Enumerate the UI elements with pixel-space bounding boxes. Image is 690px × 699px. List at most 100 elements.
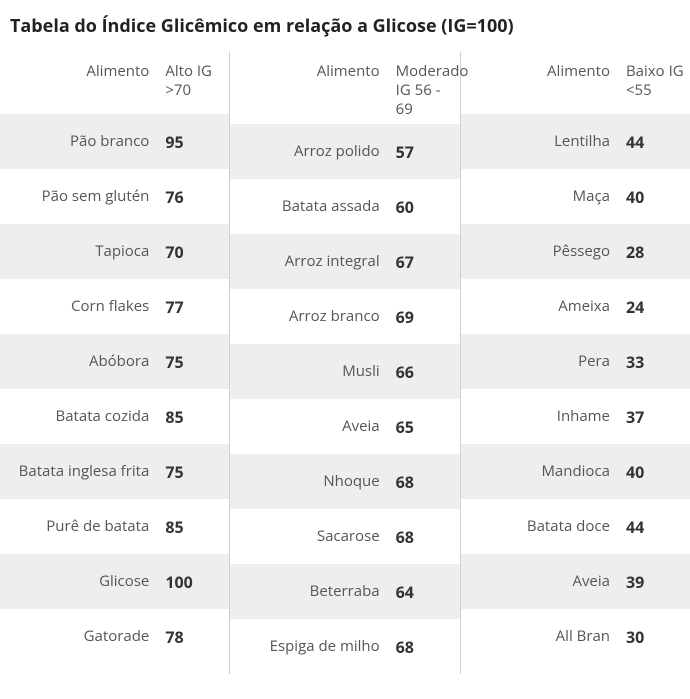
- gi-value: 24: [620, 296, 690, 318]
- column-group-1: AlimentoModerado IG 56 - 69Arroz polido5…: [230, 52, 460, 674]
- table-row: Batata cozida85: [0, 389, 229, 444]
- gi-value: 39: [620, 571, 690, 593]
- table-row: Glicose100: [0, 554, 229, 609]
- gi-value: 76: [159, 186, 229, 208]
- food-name: Nhoque: [230, 472, 389, 491]
- food-name: Batata doce: [461, 517, 620, 536]
- column-header: AlimentoModerado IG 56 - 69: [230, 52, 459, 124]
- gi-value: 28: [620, 241, 690, 263]
- table-row: Pão branco95: [0, 114, 229, 169]
- header-food-label: Alimento: [230, 62, 389, 81]
- food-name: Espiga de milho: [230, 637, 389, 656]
- table-row: Aveia65: [230, 399, 459, 454]
- food-name: Pera: [461, 352, 620, 371]
- table-row: Purê de batata85: [0, 499, 229, 554]
- food-name: Mandioca: [461, 462, 620, 481]
- header-range-label: Moderado IG 56 - 69: [390, 62, 460, 118]
- food-name: Aveia: [230, 417, 389, 436]
- food-name: Maça: [461, 187, 620, 206]
- gi-value: 68: [390, 471, 460, 493]
- food-name: Aveia: [461, 572, 620, 591]
- food-name: Abóbora: [0, 352, 159, 371]
- glycemic-table: AlimentoAlto IG >70Pão branco95Pão sem g…: [0, 52, 690, 674]
- gi-value: 75: [159, 461, 229, 483]
- gi-value: 70: [159, 241, 229, 263]
- gi-value: 44: [620, 516, 690, 538]
- gi-value: 85: [159, 406, 229, 428]
- table-row: Corn flakes77: [0, 279, 229, 334]
- gi-value: 95: [159, 131, 229, 153]
- table-row: All Bran30: [461, 609, 690, 664]
- table-row: Lentilha44: [461, 114, 690, 169]
- food-name: Batata cozida: [0, 407, 159, 426]
- table-row: Musli66: [230, 344, 459, 399]
- food-name: Arroz branco: [230, 307, 389, 326]
- gi-value: 44: [620, 131, 690, 153]
- table-title: Tabela do Índice Glicêmico em relação a …: [0, 0, 690, 52]
- gi-value: 30: [620, 626, 690, 648]
- column-header: AlimentoBaixo IG <55: [461, 52, 690, 114]
- gi-value: 68: [390, 526, 460, 548]
- table-row: Pêssego28: [461, 224, 690, 279]
- column-header: AlimentoAlto IG >70: [0, 52, 229, 114]
- food-name: Pão branco: [0, 132, 159, 151]
- table-row: Espiga de milho68: [230, 619, 459, 674]
- food-name: Batata assada: [230, 197, 389, 216]
- gi-value: 68: [390, 636, 460, 658]
- table-row: Beterraba64: [230, 564, 459, 619]
- food-name: Tapioca: [0, 242, 159, 261]
- table-row: Mandioca40: [461, 444, 690, 499]
- food-name: Gatorade: [0, 627, 159, 646]
- food-name: Lentilha: [461, 132, 620, 151]
- food-name: Musli: [230, 362, 389, 381]
- gi-value: 40: [620, 461, 690, 483]
- glycemic-table-container: Tabela do Índice Glicêmico em relação a …: [0, 0, 690, 674]
- food-name: Pão sem glutén: [0, 187, 159, 206]
- table-row: Nhoque68: [230, 454, 459, 509]
- food-name: All Bran: [461, 627, 620, 646]
- header-food-label: Alimento: [461, 62, 620, 81]
- table-row: Gatorade78: [0, 609, 229, 664]
- table-row: Sacarose68: [230, 509, 459, 564]
- header-range-label: Baixo IG <55: [620, 62, 690, 100]
- header-food-label: Alimento: [0, 62, 159, 81]
- table-row: Arroz branco69: [230, 289, 459, 344]
- table-row: Pão sem glutén76: [0, 169, 229, 224]
- table-row: Pera33: [461, 334, 690, 389]
- food-name: Arroz integral: [230, 252, 389, 271]
- gi-value: 64: [390, 581, 460, 603]
- table-row: Tapioca70: [0, 224, 229, 279]
- gi-value: 100: [159, 571, 229, 593]
- column-group-0: AlimentoAlto IG >70Pão branco95Pão sem g…: [0, 52, 230, 674]
- table-row: Maça40: [461, 169, 690, 224]
- gi-value: 33: [620, 351, 690, 373]
- table-row: Ameixa24: [461, 279, 690, 334]
- food-name: Purê de batata: [0, 517, 159, 536]
- food-name: Glicose: [0, 572, 159, 591]
- gi-value: 75: [159, 351, 229, 373]
- gi-value: 57: [390, 141, 460, 163]
- gi-value: 67: [390, 251, 460, 273]
- gi-value: 37: [620, 406, 690, 428]
- table-row: Arroz polido57: [230, 124, 459, 179]
- table-row: Arroz integral67: [230, 234, 459, 289]
- food-name: Batata inglesa frita: [0, 462, 159, 481]
- table-row: Abóbora75: [0, 334, 229, 389]
- gi-value: 65: [390, 416, 460, 438]
- gi-value: 77: [159, 296, 229, 318]
- gi-value: 69: [390, 306, 460, 328]
- column-group-2: AlimentoBaixo IG <55Lentilha44Maça40Pêss…: [461, 52, 690, 674]
- table-row: Inhame37: [461, 389, 690, 444]
- table-row: Aveia39: [461, 554, 690, 609]
- food-name: Sacarose: [230, 527, 389, 546]
- food-name: Corn flakes: [0, 297, 159, 316]
- gi-value: 78: [159, 626, 229, 648]
- food-name: Ameixa: [461, 297, 620, 316]
- table-row: Batata inglesa frita75: [0, 444, 229, 499]
- gi-value: 60: [390, 196, 460, 218]
- food-name: Arroz polido: [230, 142, 389, 161]
- gi-value: 40: [620, 186, 690, 208]
- food-name: Pêssego: [461, 242, 620, 261]
- food-name: Inhame: [461, 407, 620, 426]
- gi-value: 66: [390, 361, 460, 383]
